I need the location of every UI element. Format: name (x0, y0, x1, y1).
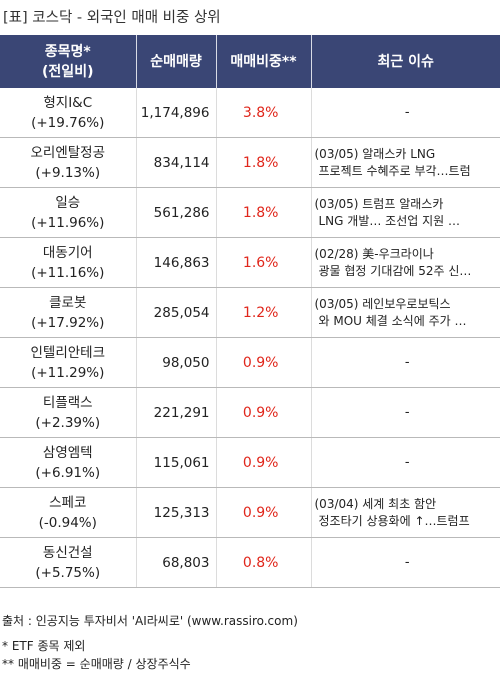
table-row: 삼영엠텍 (+6.91%) 115,061 0.9% - (0, 437, 500, 488)
stock-name: 오리엔탈정공 (30, 144, 106, 161)
net-volume: 561,286 (136, 187, 217, 238)
recent-issue-empty: - (311, 88, 500, 138)
issue-line-2: 정조타기 상용화에 ↑…트럼프 (318, 513, 470, 528)
net-volume: 98,050 (136, 337, 217, 388)
issue-line-1: (03/05) 레인보우로보틱스 (314, 296, 451, 311)
stock-change: (+2.39%) (35, 414, 101, 431)
column-header-name-line2: (전일비) (42, 63, 94, 80)
table-body: 형지I&C (+19.76%) 1,174,896 3.8% - 오리엔탈정공 (+9.13… (0, 88, 500, 588)
column-header-ratio: 매매비중** (216, 35, 312, 88)
stock-name-cell: 스페코 (-0.94%) (0, 487, 137, 538)
stock-name: 클로봇 (49, 294, 87, 311)
stock-name: 형지I&C (43, 94, 93, 111)
stock-name-cell: 대동기어 (+11.16%) (0, 237, 137, 288)
stock-name-cell: 오리엔탈정공 (+9.13%) (0, 137, 137, 188)
stock-name-cell: 티플랙스 (+2.39%) (0, 387, 137, 438)
stock-change: (+9.13%) (35, 164, 101, 181)
stock-name: 대동기어 (42, 244, 93, 261)
stock-change: (+11.96%) (31, 214, 105, 231)
trade-ratio: 3.8% (216, 88, 312, 138)
stock-name-cell: 일승 (+11.96%) (0, 187, 137, 238)
table-row: 오리엔탈정공 (+9.13%) 834,114 1.8% (03/05) 알래스카 LN… (0, 137, 500, 188)
recent-issue-empty: - (311, 387, 500, 438)
net-volume: 285,054 (136, 287, 217, 338)
trade-ratio: 1.2% (216, 287, 312, 338)
table-row: 일승 (+11.96%) 561,286 1.8% (03/05) 트럼프 알래스카 LN… (0, 187, 500, 238)
stock-name: 일승 (55, 194, 81, 211)
trade-ratio: 0.9% (216, 337, 312, 388)
recent-issue-cell: (03/05) 트럼프 알래스카 LNG 개발… 조선업 지원 … (311, 187, 500, 238)
recent-issue-empty: - (311, 337, 500, 388)
table-header-row: 종목명* (전일비) 순매매량 매매비중** 최근 이슈 (0, 35, 500, 88)
stock-name-cell: 형지I&C (+19.76%) (0, 88, 137, 138)
stock-name: 인텔리안테크 (30, 344, 106, 361)
trade-ratio: 1.8% (216, 187, 312, 238)
stock-change: (+11.29%) (31, 364, 105, 381)
stock-change: (+19.76%) (31, 114, 105, 131)
stock-name: 티플랙스 (42, 394, 93, 411)
foreign-trading-table: 종목명* (전일비) 순매매량 매매비중** 최근 이슈 형지I&C (+19.7… (0, 35, 500, 588)
stock-change: (+6.91%) (35, 464, 101, 481)
stock-name-cell: 동신건설 (+5.75%) (0, 537, 137, 588)
net-volume: 146,863 (136, 237, 217, 288)
net-volume: 125,313 (136, 487, 217, 538)
issue-line-2: 와 MOU 체결 소식에 주가 … (318, 313, 467, 328)
recent-issue-cell: (03/05) 알래스카 LNG 프로젝트 수혜주로 부각…트럼 (311, 137, 500, 188)
stock-name-cell: 클로봇 (+17.92%) (0, 287, 137, 338)
issue-line-2: LNG 개발… 조선업 지원 … (318, 213, 461, 228)
trade-ratio: 0.9% (216, 387, 312, 438)
trade-ratio: 0.9% (216, 487, 312, 538)
net-volume: 834,114 (136, 137, 217, 188)
issue-line-2: 프로젝트 수혜주로 부각…트럼 (318, 163, 471, 178)
net-volume: 115,061 (136, 437, 217, 488)
issue-line-1: (03/04) 세계 최초 함안 (314, 496, 437, 511)
column-header-issue: 최근 이슈 (311, 35, 500, 88)
column-header-name: 종목명* (전일비) (0, 35, 137, 88)
table-row: 티플랙스 (+2.39%) 221,291 0.9% - (0, 387, 500, 438)
stock-name-cell: 삼영엠텍 (+6.91%) (0, 437, 137, 488)
net-volume: 68,803 (136, 537, 217, 588)
issue-line-1: (02/28) 美-우크라이나 (314, 246, 434, 261)
source-note: 출처 : 인공지능 투자비서 'AI라씨로' (www.rassiro.com) (2, 614, 298, 628)
table-title: [표] 코스닥 - 외국인 매매 비중 상위 (3, 10, 221, 26)
table-row: 인텔리안테크 (+11.29%) 98,050 0.9% - (0, 337, 500, 388)
stock-name: 삼영엠텍 (42, 444, 93, 461)
column-header-volume: 순매매량 (136, 35, 217, 88)
trade-ratio: 0.9% (216, 437, 312, 488)
stock-change: (-0.94%) (38, 514, 97, 531)
trade-ratio: 1.6% (216, 237, 312, 288)
issue-line-1: (03/05) 알래스카 LNG (314, 146, 436, 161)
trade-ratio: 0.8% (216, 537, 312, 588)
trade-ratio: 1.8% (216, 137, 312, 188)
issue-line-1: (03/05) 트럼프 알래스카 (314, 196, 444, 211)
stock-name: 스페코 (49, 494, 87, 511)
recent-issue-empty: - (311, 537, 500, 588)
table-row: 형지I&C (+19.76%) 1,174,896 3.8% - (0, 88, 500, 138)
footnote-etf: * ETF 종목 제외 (2, 639, 86, 653)
table-row: 동신건설 (+5.75%) 68,803 0.8% - (0, 537, 500, 588)
stock-change: (+17.92%) (31, 314, 105, 331)
stock-name: 동신건설 (42, 544, 93, 561)
recent-issue-empty: - (311, 437, 500, 488)
net-volume: 221,291 (136, 387, 217, 438)
stock-change: (+11.16%) (31, 264, 105, 281)
net-volume: 1,174,896 (136, 88, 217, 138)
footnote-ratio: ** 매매비중 = 순매매량 / 상장주식수 (2, 657, 191, 671)
stock-name-cell: 인텔리안테크 (+11.29%) (0, 337, 137, 388)
stock-change: (+5.75%) (35, 564, 101, 581)
column-header-name-line1: 종목명* (44, 43, 91, 60)
issue-line-2: 광물 협정 기대감에 52주 신… (318, 263, 472, 278)
